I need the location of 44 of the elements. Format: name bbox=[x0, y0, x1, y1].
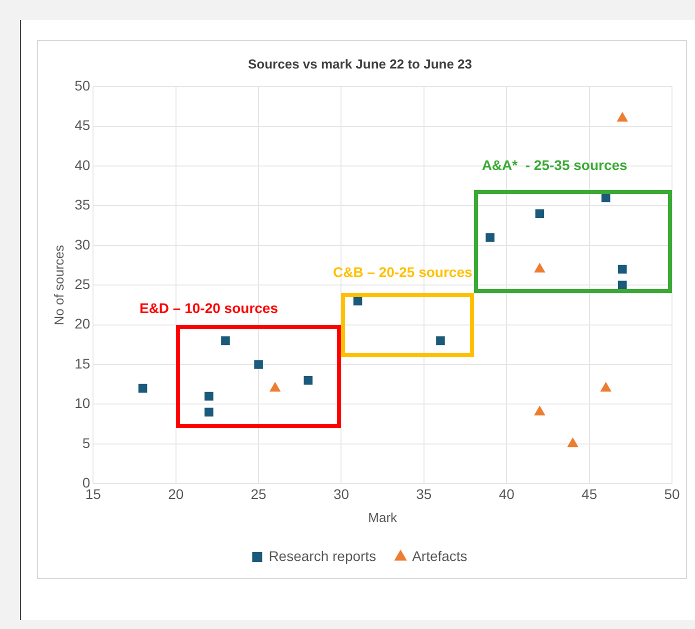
y-tick-label: 50 bbox=[74, 77, 90, 94]
x-tick-label: 40 bbox=[498, 486, 515, 502]
legend-label: Research reports bbox=[268, 548, 376, 564]
x-tick-label: 25 bbox=[250, 486, 267, 502]
y-tick-label: 25 bbox=[74, 276, 90, 292]
point bbox=[270, 382, 280, 392]
point bbox=[138, 384, 148, 393]
point bbox=[618, 264, 627, 274]
point bbox=[304, 376, 313, 385]
y-tick-label: 10 bbox=[74, 395, 90, 412]
y-axis-title: No of sources bbox=[51, 244, 66, 326]
point bbox=[617, 112, 628, 122]
point bbox=[204, 408, 214, 417]
chart-title: Sources vs mark June 22 to June 23 bbox=[248, 56, 472, 72]
y-tick-label: 0 bbox=[82, 474, 90, 490]
point bbox=[436, 336, 445, 346]
x-tick-label: 35 bbox=[416, 486, 432, 502]
point bbox=[534, 406, 545, 416]
y-tick-label: 40 bbox=[74, 156, 90, 173]
point bbox=[353, 296, 362, 306]
point bbox=[535, 209, 544, 218]
x-tick-label: 45 bbox=[582, 486, 598, 502]
y-tick-label: 5 bbox=[82, 434, 90, 451]
legend-label: Artefacts bbox=[412, 548, 468, 564]
y-tick-label: 15 bbox=[74, 355, 90, 372]
annotation: C&B – 20-25 sources bbox=[332, 264, 472, 280]
x-tick-label: 30 bbox=[333, 486, 350, 502]
point bbox=[254, 360, 263, 369]
point bbox=[204, 392, 214, 401]
x-tick-label: 50 bbox=[664, 486, 680, 502]
y-tick-label: 35 bbox=[74, 196, 90, 213]
x-axis-title: Mark bbox=[368, 510, 398, 525]
point bbox=[486, 233, 494, 242]
y-tick-label: 45 bbox=[74, 117, 90, 134]
point bbox=[221, 336, 230, 346]
point bbox=[568, 438, 578, 448]
x-tick-label: 20 bbox=[168, 486, 184, 502]
y-tick-label: 20 bbox=[74, 316, 90, 332]
point bbox=[618, 280, 627, 290]
annotation: E&D – 10-20 sources bbox=[139, 300, 278, 316]
point bbox=[534, 263, 545, 272]
annotation: A&A* - 25-35 sources bbox=[482, 156, 628, 173]
point bbox=[600, 382, 612, 392]
y-tick-label: 30 bbox=[74, 236, 90, 252]
